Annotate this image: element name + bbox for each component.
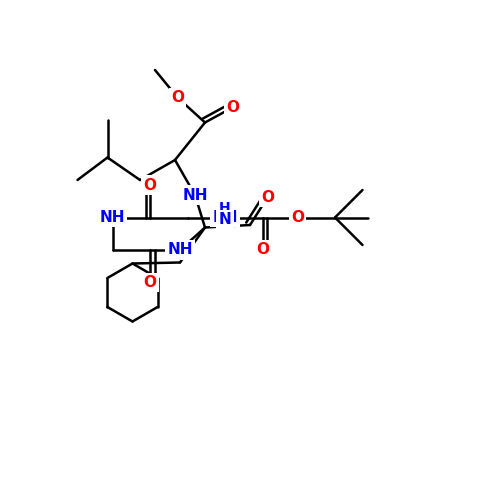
Text: H: H	[219, 202, 231, 215]
Text: O: O	[144, 178, 156, 192]
Text: NH: NH	[182, 188, 208, 202]
Text: O: O	[226, 100, 239, 115]
Text: O: O	[261, 190, 274, 205]
Text: O: O	[144, 275, 156, 290]
Text: O: O	[256, 242, 269, 258]
Text: O: O	[171, 90, 184, 105]
Text: NH: NH	[100, 210, 125, 225]
Text: O: O	[291, 210, 304, 225]
Text: NH: NH	[212, 210, 238, 225]
Text: N: N	[218, 212, 232, 228]
Text: NH: NH	[167, 242, 193, 258]
